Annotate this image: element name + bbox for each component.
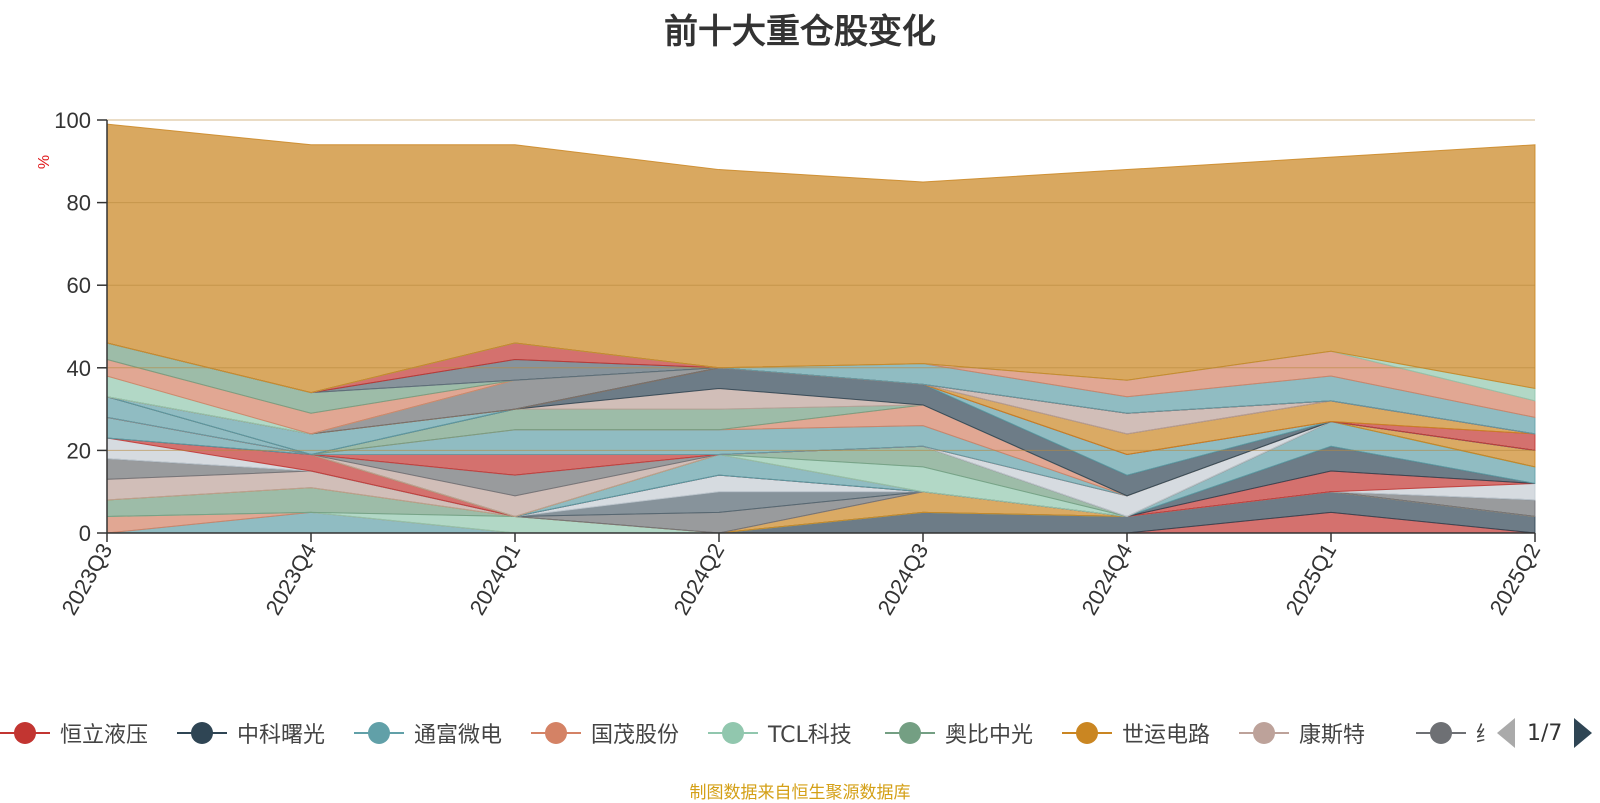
x-tick-label: 2025Q1 bbox=[1281, 539, 1342, 619]
legend-item[interactable]: 国茂股份 bbox=[531, 716, 679, 750]
legend-marker-icon bbox=[708, 716, 758, 750]
chart-title: 前十大重仓股变化 bbox=[664, 12, 936, 52]
legend-label: 恒立液压 bbox=[60, 723, 149, 748]
y-tick-label: 20 bbox=[67, 438, 91, 463]
legend-page-indicator: 1/7 bbox=[1527, 720, 1563, 746]
y-tick-label: 60 bbox=[67, 273, 91, 298]
legend-marker-icon bbox=[1062, 716, 1112, 750]
legend-marker-icon bbox=[531, 716, 581, 750]
legend-item[interactable]: 恒立液压 bbox=[0, 716, 148, 750]
legend-item[interactable]: 通富微电 bbox=[354, 716, 502, 750]
series-area-43 bbox=[106, 123, 1536, 394]
legend-label: TCL科技 bbox=[768, 723, 852, 748]
legend-item[interactable]: 世运电路 bbox=[1062, 716, 1210, 750]
grid-lines bbox=[107, 119, 1535, 451]
legend-marker-icon bbox=[177, 716, 227, 750]
x-tick-label: 2024Q3 bbox=[873, 539, 934, 619]
legend-prev-page-icon[interactable] bbox=[1497, 718, 1515, 748]
y-axis-unit-label: % bbox=[36, 155, 53, 169]
legend-label: 国茂股份 bbox=[591, 723, 680, 748]
legend-marker-icon bbox=[1416, 716, 1466, 750]
y-tick-label: 100 bbox=[54, 108, 91, 133]
x-tick-label: 2024Q2 bbox=[669, 539, 730, 619]
legend-item[interactable]: TCL科技 bbox=[708, 716, 852, 750]
legend-label: 继峰股份 bbox=[1476, 717, 1485, 749]
legend-item[interactable]: 继峰股份 bbox=[1416, 716, 1485, 750]
legend-label: 世运电路 bbox=[1122, 723, 1211, 748]
legend-item[interactable]: 奥比中光 bbox=[885, 716, 1033, 750]
legend-label: 通富微电 bbox=[414, 723, 503, 748]
legend-marker-icon bbox=[0, 716, 50, 750]
x-tick-label: 2023Q3 bbox=[57, 539, 118, 619]
data-source-note: 制图数据来自恒生聚源数据库 bbox=[689, 783, 911, 803]
y-tick-label: 0 bbox=[79, 521, 91, 546]
legend-label: 康斯特 bbox=[1299, 723, 1366, 748]
legend-label: 中科曙光 bbox=[237, 723, 326, 748]
x-axis-ticks: 2023Q3 2023Q4 2024Q1 2024Q2 2024Q3 2024Q4 2025… bbox=[57, 533, 1546, 619]
y-tick-label: 40 bbox=[67, 356, 91, 381]
legend-pager: 1/7 bbox=[1497, 716, 1593, 750]
series-areas bbox=[106, 123, 1536, 534]
axes bbox=[106, 120, 1535, 534]
x-tick-label: 2025Q2 bbox=[1485, 539, 1546, 619]
legend-marker-icon bbox=[885, 716, 935, 750]
legend-marker-icon bbox=[354, 716, 404, 750]
x-tick-label: 2024Q4 bbox=[1077, 539, 1138, 619]
y-axis-ticks: 0 20 40 60 80 100 bbox=[54, 108, 107, 546]
legend-item[interactable]: 康斯特 bbox=[1239, 716, 1365, 750]
legend-next-page-icon[interactable] bbox=[1574, 718, 1593, 748]
legend-item[interactable]: 中科曙光 bbox=[177, 716, 325, 750]
legend-label: 奥比中光 bbox=[945, 723, 1034, 748]
y-tick-label: 80 bbox=[67, 191, 91, 216]
legend: 恒立液压 中科曙光 通富微电 国茂股份 TCL科技 奥比中光 世运电路 康斯特 继峰股份 bbox=[0, 716, 1485, 750]
legend-marker-icon bbox=[1239, 716, 1289, 750]
x-tick-label: 2023Q4 bbox=[261, 539, 322, 619]
x-tick-label: 2024Q1 bbox=[465, 539, 526, 619]
